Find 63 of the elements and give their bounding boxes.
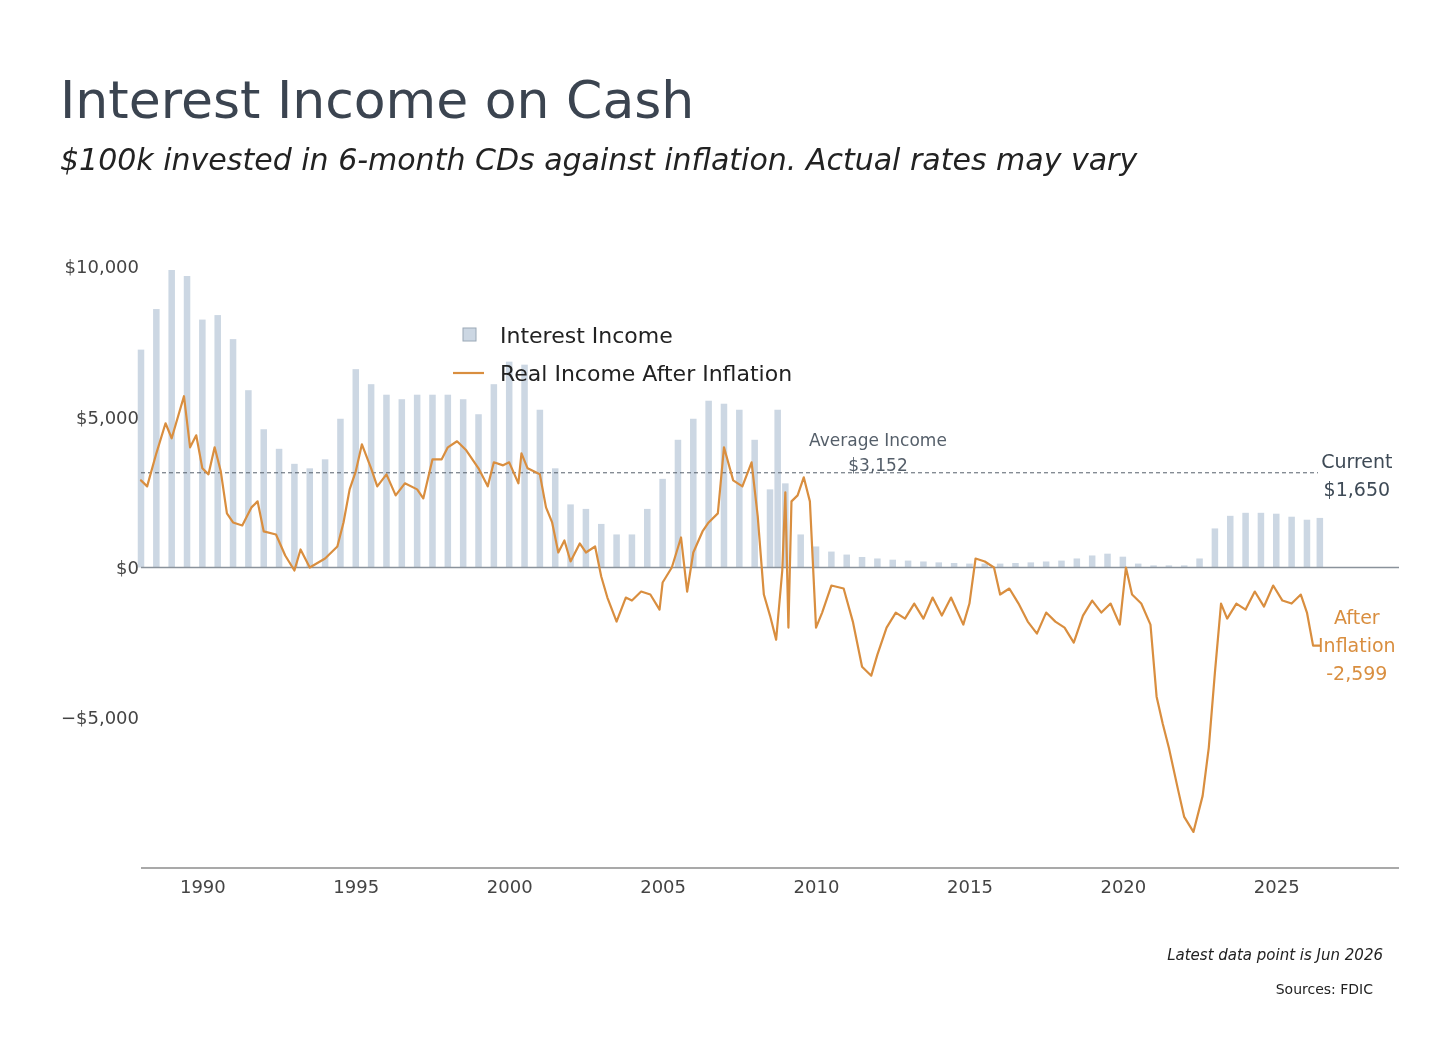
bar <box>429 394 436 568</box>
bar <box>153 309 160 568</box>
bar <box>1273 513 1280 568</box>
y-tick-label: $0 <box>116 556 139 578</box>
legend-label: Interest Income <box>500 323 673 348</box>
bar <box>475 414 482 568</box>
bar <box>1242 512 1249 568</box>
x-tick-label: 1990 <box>179 875 226 897</box>
bar <box>597 523 605 568</box>
chart-title: Interest Income on Cash <box>60 70 695 130</box>
bar <box>613 534 620 568</box>
bar <box>1196 558 1203 568</box>
bar <box>705 400 712 568</box>
y-tick-label: $10,000 <box>64 256 139 278</box>
bar <box>137 349 145 568</box>
x-tick-label: 1995 <box>333 875 380 897</box>
bar <box>306 468 314 568</box>
x-tick-label: 2010 <box>793 875 840 897</box>
y-tick-label: −$5,000 <box>60 707 139 729</box>
annotation: Current $1,650 <box>1321 449 1393 500</box>
ref-line-label: Average Income $3,152 <box>809 429 947 475</box>
bar <box>1303 519 1311 568</box>
bar <box>383 394 390 568</box>
source-note: Sources: FDIC <box>1275 981 1374 997</box>
y-tick-label: $5,000 <box>76 406 139 428</box>
bar <box>874 558 881 568</box>
bar <box>828 551 835 568</box>
bar <box>245 390 252 568</box>
bar <box>413 394 421 568</box>
annotation: After Inflation -2,599 <box>1318 605 1396 684</box>
chart-subtitle: $100k invested in 6-month CDs against inflation. Actual rates may vary <box>60 142 1139 177</box>
bar <box>168 270 175 568</box>
bar <box>1316 517 1324 568</box>
bar <box>459 399 467 568</box>
bar <box>1211 528 1219 568</box>
bar <box>1288 516 1295 568</box>
bar <box>214 315 221 568</box>
line-series <box>139 395 1321 834</box>
text: Latest data point is Jun 2026 <box>1167 946 1383 964</box>
bar <box>690 418 697 568</box>
bar <box>1088 555 1096 568</box>
x-tick-label: 2020 <box>1100 875 1147 897</box>
bar <box>659 478 666 568</box>
bar <box>260 429 267 568</box>
bar <box>398 399 406 568</box>
bar <box>628 534 636 568</box>
bar <box>843 554 850 568</box>
bar <box>1226 515 1234 568</box>
legend-label: Real Income After Inflation <box>500 361 793 386</box>
bar <box>1104 553 1111 568</box>
bar <box>229 339 237 568</box>
x-tick-label: 2000 <box>486 875 533 897</box>
x-tick-label: 2025 <box>1253 875 1300 897</box>
bar <box>1073 558 1081 568</box>
x-tick-label: 2015 <box>947 875 993 897</box>
bar <box>199 319 206 568</box>
bar <box>644 508 651 568</box>
bar <box>291 463 298 568</box>
bar <box>1257 512 1265 568</box>
bar <box>736 409 743 568</box>
x-tick-label: 2005 <box>640 875 687 897</box>
bar <box>337 418 344 568</box>
bar <box>797 534 804 568</box>
